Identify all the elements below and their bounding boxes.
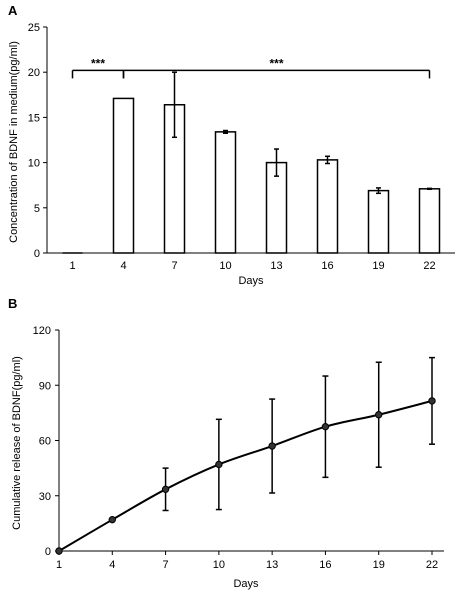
significance-label: ***	[269, 56, 283, 70]
significance-label: ***	[91, 56, 105, 70]
panel-b-y-tick-label: 120	[33, 325, 51, 337]
panel-b-chart: B Cumulative release of BDNF(pg/ml) Days…	[8, 296, 444, 590]
panel-b-x-tick-label: 22	[426, 559, 438, 571]
panel-b-y-axis-title: Cumulative release of BDNF(pg/ml)	[11, 356, 23, 530]
panel-a-y-axis-title: Concentration of BDNF in medium(pg/ml)	[8, 41, 20, 243]
panel-a-bar	[316, 159, 339, 254]
panel-b-y-tick-label: 0	[45, 546, 51, 558]
panel-a-y-tick-label: 15	[28, 112, 40, 124]
panel-a-x-axis-title: Days	[238, 275, 264, 287]
panel-b-y-tick-label: 30	[39, 491, 51, 503]
panel-b-x-tick-label: 19	[373, 559, 385, 571]
panel-a-y-tick-label: 0	[34, 248, 40, 260]
panel-a-y-tick-label: 10	[28, 158, 40, 170]
panel-b-data-point	[268, 442, 276, 450]
panel-b-x-axis-title: Days	[233, 578, 259, 590]
panel-a-y-tick-label: 5	[34, 203, 40, 215]
panel-a-x-tick-label: 7	[171, 260, 177, 272]
panel-a-bar	[418, 188, 441, 254]
panel-a-bar	[214, 131, 237, 254]
panel-b-data-point	[108, 515, 116, 524]
panel-a-y-tick-label: 20	[28, 67, 40, 79]
panel-b-x-tick-label: 1	[56, 559, 62, 571]
panel-a-chart: A Concentration of BDNF in medium(pg/ml)…	[8, 3, 455, 287]
panel-a-bar	[112, 97, 135, 254]
panel-a-x-tick-label: 10	[219, 260, 231, 272]
panel-a-x-tick-label: 1	[69, 260, 75, 272]
panel-b-y-tick-label: 90	[39, 380, 51, 392]
panel-b-label: B	[8, 296, 17, 311]
panel-a-label: A	[8, 3, 18, 18]
panel-b-data-point	[428, 397, 436, 405]
panel-a-x-tick-label: 4	[120, 260, 126, 272]
panel-a-x-tick-label: 13	[270, 260, 282, 272]
panel-a-x-tick-label: 22	[423, 260, 435, 272]
panel-b-data-point	[55, 547, 63, 555]
panel-a-bar	[367, 189, 390, 254]
panel-b-series-line	[58, 399, 433, 552]
panel-a-y-tick-label: 25	[28, 22, 40, 34]
panel-b-x-tick-label: 7	[163, 559, 169, 571]
panel-b-x-tick-label: 10	[213, 559, 225, 571]
panel-b-y-tick-label: 60	[39, 436, 51, 448]
panel-b-x-tick-label: 16	[319, 559, 331, 571]
panel-b-data-point	[375, 411, 383, 419]
panel-b-data-point	[215, 460, 223, 469]
panel-b-x-tick-label: 4	[109, 559, 115, 571]
panel-b-data-point	[161, 485, 170, 494]
panel-b-data-point	[321, 422, 330, 431]
panel-a-x-tick-label: 19	[372, 260, 384, 272]
panel-b-x-tick-label: 13	[266, 559, 278, 571]
panel-a-x-tick-label: 16	[321, 260, 333, 272]
